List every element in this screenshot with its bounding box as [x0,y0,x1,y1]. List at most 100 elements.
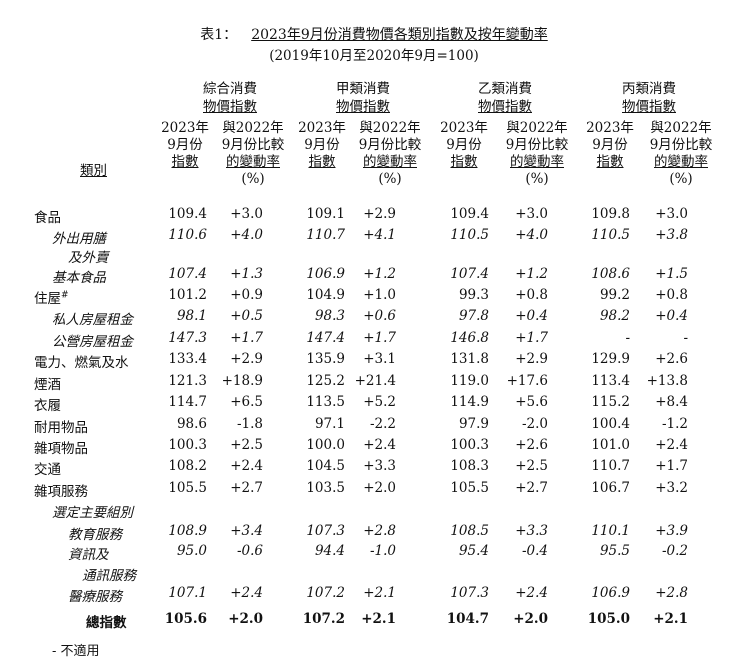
cell: +3.0 [655,206,688,222]
row-label: 教育服務 [68,527,122,543]
table-row: 雜項服務 105.5 +2.7 103.5 +2.0 105.5 +2.7 10… [0,480,748,500]
cell: 113.4 [591,373,630,389]
cell: 110.1 [591,523,630,539]
cell: 107.1 [168,585,207,601]
cell: 110.7 [306,227,345,243]
cell: 119.0 [450,373,489,389]
row-label: 資訊及 [68,547,109,563]
table-row: 交通 108.2 +2.4 104.5 +3.3 108.3 +2.5 110.… [0,458,748,478]
table-row-total: 總指數 105.6 +2.0 107.2 +2.1 104.7 +2.0 105… [0,611,748,631]
cell: +21.4 [354,373,396,389]
cell: 107.4 [168,266,207,282]
table-row: 雜項物品 100.3 +2.5 100.0 +2.4 100.3 +2.6 10… [0,437,748,457]
row-label: 雜項物品 [34,441,88,457]
cell: -1.0 [369,543,396,559]
cell: 106.7 [591,480,630,496]
cell: +3.3 [363,458,396,474]
cell: +3.3 [515,523,548,539]
cell: 104.5 [306,458,345,474]
cell: +2.4 [363,437,396,453]
cell: 114.7 [168,394,207,410]
table-row: 外出用膳 110.6 +4.0 110.7 +4.1 110.5 +4.0 11… [0,227,748,247]
cell: +2.7 [515,480,548,496]
cell: +4.0 [515,227,548,243]
cell: +3.2 [655,480,688,496]
row-label: 及外賣 [68,250,109,266]
cell: 106.9 [591,585,630,601]
cell: 109.4 [450,206,489,222]
cell: 94.4 [314,543,345,559]
cell: -2.2 [369,416,396,432]
cell: 107.2 [306,585,345,601]
table-row: 煙酒 121.3 +18.9 125.2 +21.4 119.0 +17.6 1… [0,373,748,393]
row-label: 食品 [34,210,61,226]
cell: +3.8 [655,227,688,243]
cell: +1.3 [230,266,263,282]
col-header-change: 與2022年 9月份比較 的變動率 (%) [221,120,285,187]
cell: 100.3 [168,437,207,453]
table-row: 公營房屋租金 147.3 +1.7 147.4 +1.7 146.8 +1.7 … [0,330,748,350]
col-header-change: 與2022年 9月份比較 的變動率 (%) [649,120,713,187]
cell: 98.1 [176,308,207,324]
cell: +0.6 [363,308,396,324]
cell: +2.4 [230,585,263,601]
cell: 133.4 [168,351,207,367]
row-label: 住屋# [34,290,69,308]
cell: 108.9 [168,523,207,539]
col-header-index: 2023年 9月份 指數 [440,120,488,170]
cell: 106.9 [306,266,345,282]
cell: 98.2 [599,308,630,324]
cell: 103.5 [306,480,345,496]
cell: - [683,330,688,346]
cell: 95.0 [176,543,207,559]
table-row: 選定主要組別 [0,501,748,521]
row-label: 雜項服務 [34,484,88,500]
cell: +1.7 [655,458,688,474]
table-row: 耐用物品 98.6 -1.8 97.1 -2.2 97.9 -2.0 100.4… [0,416,748,436]
cell: -1.8 [236,416,263,432]
cell: +2.4 [515,585,548,601]
group-header-composite: 綜合消費 物價指數 [203,81,257,115]
col-header-index: 2023年 9月份 指數 [298,120,346,170]
cell: +1.5 [655,266,688,282]
row-label: 醫療服務 [68,589,122,605]
table-row: 住屋# 101.2 +0.9 104.9 +1.0 99.3 +0.8 99.2… [0,287,748,307]
table-row: 電力、燃氣及水 133.4 +2.9 135.9 +3.1 131.8 +2.9… [0,351,748,371]
cell: 110.7 [591,458,630,474]
cell: 107.3 [450,585,489,601]
cell: +2.4 [230,458,263,474]
cell: +1.7 [230,330,263,346]
row-label: 基本食品 [52,270,106,286]
cell: 147.3 [168,330,207,346]
cell: +3.4 [230,523,263,539]
cell: -2.0 [521,416,548,432]
cell: +0.8 [655,287,688,303]
group-header-a: 甲類消費 物價指數 [336,81,390,115]
cell: +0.5 [230,308,263,324]
base-period: (2019年10月至2020年9月=100) [269,48,479,64]
cell: +1.2 [363,266,396,282]
cell: 108.6 [591,266,630,282]
cell: 113.5 [306,394,345,410]
cell: 109.8 [591,206,630,222]
cell: +2.1 [653,611,688,627]
row-label: 通訊服務 [82,568,136,584]
cell: +2.6 [515,437,548,453]
cell: 95.5 [599,543,630,559]
cell: +1.0 [363,287,396,303]
cell: 107.2 [302,611,345,627]
table-row: 私人房屋租金 98.1 +0.5 98.3 +0.6 97.8 +0.4 98.… [0,308,748,328]
cell: +5.6 [515,394,548,410]
cell: +17.6 [506,373,548,389]
table-row: 基本食品 107.4 +1.3 106.9 +1.2 107.4 +1.2 10… [0,266,748,286]
row-label: 衣履 [34,398,61,414]
row-label: 電力、燃氣及水 [34,355,129,371]
cell: 100.4 [591,416,630,432]
cell: +1.7 [515,330,548,346]
col-header-change: 與2022年 9月份比較 的變動率 (%) [505,120,569,187]
cell: 97.8 [458,308,489,324]
cell: +2.1 [363,585,396,601]
table-row: 醫療服務 107.1 +2.4 107.2 +2.1 107.3 +2.4 10… [0,585,748,605]
cell: 101.2 [168,287,207,303]
table-row: 衣履 114.7 +6.5 113.5 +5.2 114.9 +5.6 115.… [0,394,748,414]
